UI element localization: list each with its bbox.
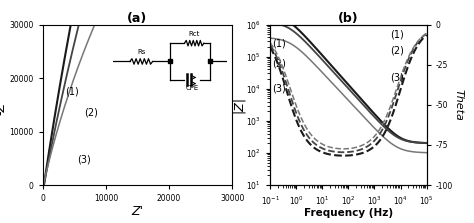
Title: (a): (a) [128,12,147,25]
Text: (2): (2) [272,58,286,68]
Y-axis label: Theta: Theta [454,89,464,121]
Text: (3): (3) [272,84,286,94]
Text: (2): (2) [84,107,98,118]
Y-axis label: |Z|: |Z| [232,96,245,113]
Text: (3): (3) [390,73,404,83]
X-axis label: Z': Z' [131,204,144,217]
Text: (1): (1) [390,29,404,39]
Text: (2): (2) [390,45,404,56]
Text: (3): (3) [77,155,91,165]
Title: (b): (b) [338,12,359,25]
X-axis label: Frequency (Hz): Frequency (Hz) [304,208,393,218]
Y-axis label: -Z'': -Z'' [0,95,8,115]
Text: (1): (1) [65,86,79,96]
Text: (1): (1) [272,39,286,49]
